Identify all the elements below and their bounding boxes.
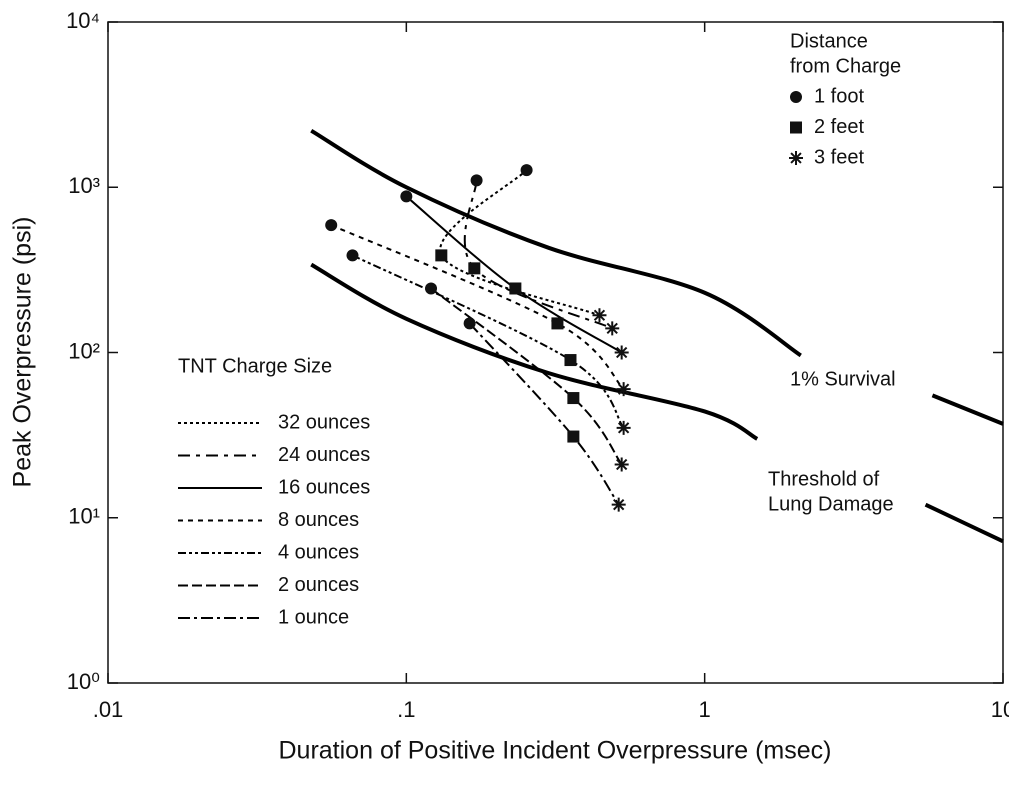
data-point bbox=[520, 164, 533, 177]
data-point bbox=[605, 321, 620, 336]
data-point bbox=[592, 308, 607, 323]
data-point bbox=[614, 345, 629, 360]
charge-line bbox=[405, 195, 623, 354]
plot-frame bbox=[107, 21, 1004, 684]
legend-title: TNT Charge Size bbox=[178, 355, 332, 377]
y-tick-label: 10¹ bbox=[68, 504, 100, 529]
data-point bbox=[468, 262, 481, 275]
charge-line bbox=[430, 287, 623, 466]
annotation: 1% Survival bbox=[790, 368, 896, 390]
legend-label: 2 ounces bbox=[278, 574, 359, 596]
data-point bbox=[611, 497, 626, 512]
y-tick-label: 10⁴ bbox=[66, 8, 100, 33]
data-point bbox=[463, 317, 476, 330]
limit-line bbox=[310, 128, 802, 358]
charge-line bbox=[463, 180, 613, 330]
annotation: Lung Damage bbox=[768, 493, 894, 515]
data-point bbox=[325, 219, 338, 232]
x-tick-label: 10 bbox=[991, 697, 1009, 722]
y-tick-label: 10⁰ bbox=[67, 669, 100, 694]
y-axis-label: Peak Overpressure (psi) bbox=[9, 217, 37, 488]
data-point bbox=[400, 190, 413, 203]
annotation: Threshold of bbox=[768, 468, 880, 490]
limit-line bbox=[924, 502, 1004, 544]
charge-line bbox=[468, 322, 620, 506]
legend-label: 2 feet bbox=[814, 116, 864, 138]
legend-label: 32 ounces bbox=[278, 411, 370, 433]
x-tick-label: 1 bbox=[699, 697, 711, 722]
data-point bbox=[346, 249, 359, 262]
legend-label: 8 ounces bbox=[278, 509, 359, 531]
legend-label: 1 foot bbox=[814, 85, 864, 107]
y-tick-label: 10³ bbox=[68, 173, 100, 198]
y-tick-label: 10² bbox=[68, 338, 100, 363]
legend-label: 24 ounces bbox=[278, 444, 370, 466]
data-point bbox=[509, 282, 522, 295]
x-axis-label: Duration of Positive Incident Overpressu… bbox=[279, 737, 832, 765]
data-point bbox=[470, 174, 483, 187]
data-point bbox=[567, 430, 580, 443]
charge-line bbox=[330, 224, 625, 390]
data-point bbox=[616, 382, 631, 397]
x-tick-label: .1 bbox=[397, 697, 415, 722]
data-point bbox=[425, 282, 438, 295]
legend-label: 3 feet bbox=[814, 146, 864, 168]
data-point bbox=[551, 317, 564, 330]
data-point bbox=[614, 457, 629, 472]
x-tick-label: .01 bbox=[93, 697, 124, 722]
legend-label: 1 ounce bbox=[278, 606, 349, 628]
data-point bbox=[567, 392, 580, 405]
legend-marker bbox=[790, 91, 802, 103]
charge-line bbox=[352, 254, 625, 429]
legend-title: Distance bbox=[790, 30, 868, 52]
data-point bbox=[616, 420, 631, 435]
limit-line bbox=[310, 262, 759, 441]
legend-label: 16 ounces bbox=[278, 476, 370, 498]
legend-marker bbox=[790, 121, 802, 134]
limit-line bbox=[931, 393, 1004, 426]
legend-label: 4 ounces bbox=[278, 541, 359, 563]
charge-line bbox=[439, 169, 600, 317]
legend-title: from Charge bbox=[790, 55, 901, 77]
legend-marker bbox=[789, 151, 803, 165]
data-point bbox=[435, 249, 448, 262]
data-point bbox=[564, 354, 577, 367]
